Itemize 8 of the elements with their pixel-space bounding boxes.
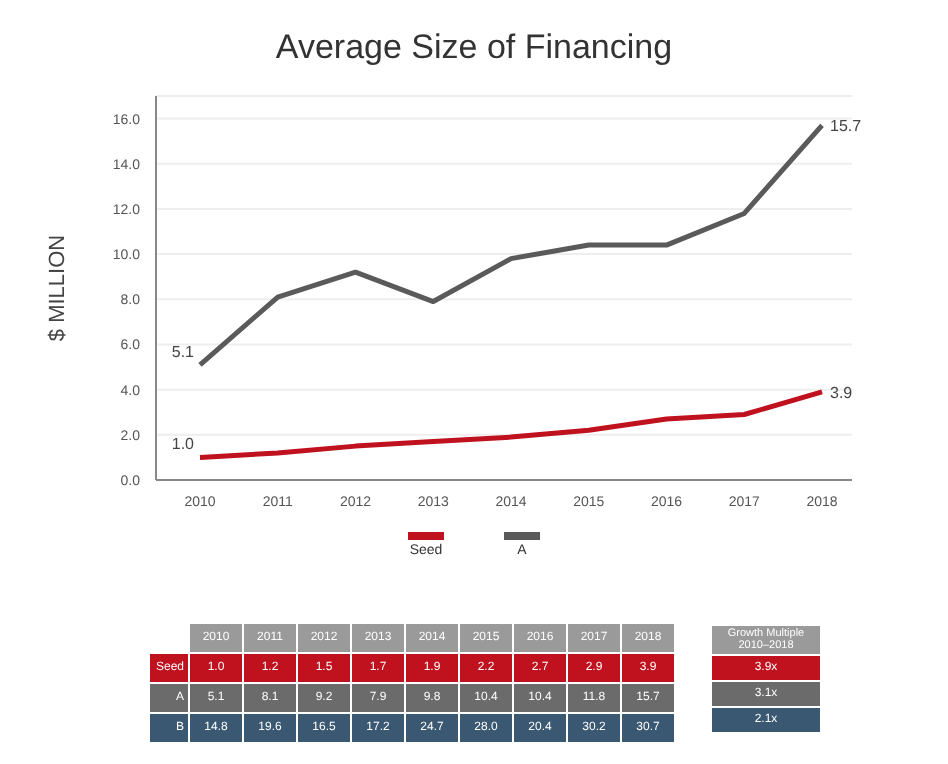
data-label: 3.9: [830, 383, 854, 402]
data-label: 1.0: [171, 435, 196, 454]
data-label: 5.1: [171, 342, 196, 361]
line-series: [197, 122, 825, 368]
data-label: 15.7: [830, 117, 863, 136]
line-series: [197, 389, 825, 460]
chart-title: Average Size of Financing: [273, 28, 675, 68]
y-axis-title: $ MILLION: [45, 234, 70, 342]
